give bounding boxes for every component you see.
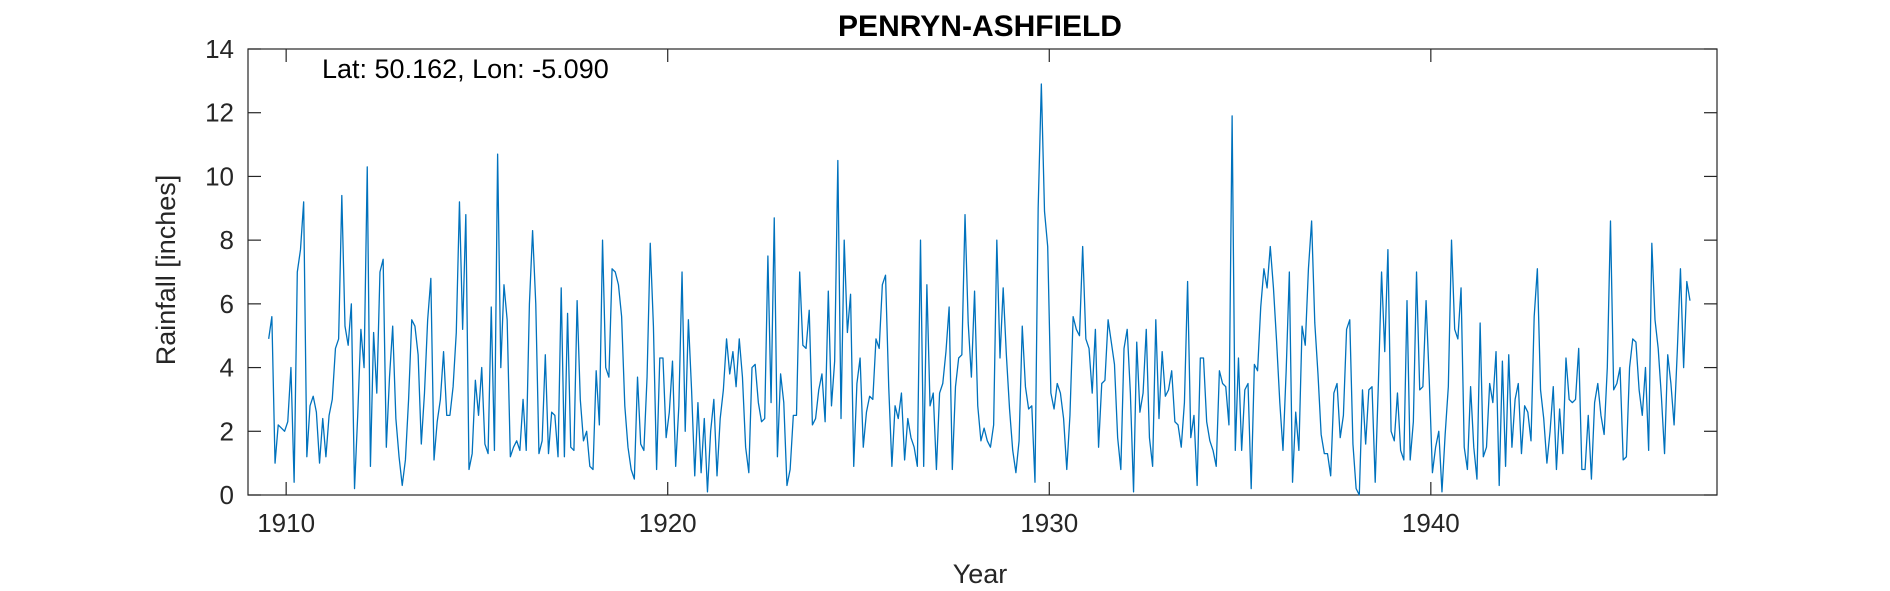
y-tick-label: 8: [220, 225, 234, 255]
x-axis-label: Year: [953, 559, 1008, 589]
y-axis-label: Rainfall [inches]: [151, 175, 181, 366]
y-tick-label: 2: [220, 416, 234, 446]
y-tick-label: 10: [205, 161, 234, 191]
plot-area: 0 2 4 6 8 10 12 14 1910 1920 1930 1940: [205, 34, 1718, 538]
y-tick-label: 14: [205, 34, 234, 64]
y-tick-label: 0: [220, 480, 234, 510]
x-tick-label: 1930: [1020, 508, 1078, 538]
y-tick-label: 4: [220, 353, 234, 383]
chart-title: PENRYN-ASHFIELD: [838, 10, 1122, 43]
x-tick-label: 1910: [257, 508, 315, 538]
series-line-1: [268, 83, 1691, 496]
coordinates-annotation: Lat: 50.162, Lon: -5.090: [322, 54, 609, 84]
y-tick-label: 6: [220, 289, 234, 319]
x-tick-label: 1920: [639, 508, 697, 538]
y-tick-label: 12: [205, 98, 234, 128]
x-tick-label: 1940: [1402, 508, 1460, 538]
axes-box: [247, 48, 1718, 496]
